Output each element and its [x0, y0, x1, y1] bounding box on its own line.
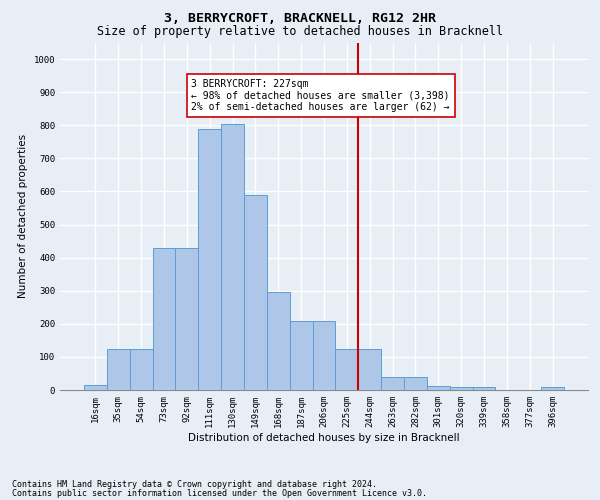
Bar [335, 348, 358, 390]
Bar [107, 348, 130, 390]
Bar [404, 378, 427, 390]
Bar [313, 320, 335, 390]
Y-axis label: Number of detached properties: Number of detached properties [18, 134, 28, 298]
Bar [221, 124, 244, 390]
Text: 3 BERRYCROFT: 227sqm
← 98% of detached houses are smaller (3,398)
2% of semi-det: 3 BERRYCROFT: 227sqm ← 98% of detached h… [191, 79, 450, 112]
Text: Contains public sector information licensed under the Open Government Licence v3: Contains public sector information licen… [12, 490, 427, 498]
Bar [358, 348, 381, 390]
Bar [450, 386, 473, 390]
Bar [244, 194, 267, 390]
Bar [541, 388, 564, 390]
Bar [267, 292, 290, 390]
X-axis label: Distribution of detached houses by size in Bracknell: Distribution of detached houses by size … [188, 432, 460, 442]
Bar [473, 386, 496, 390]
Bar [84, 385, 107, 390]
Bar [427, 386, 450, 390]
Text: Size of property relative to detached houses in Bracknell: Size of property relative to detached ho… [97, 25, 503, 38]
Bar [175, 248, 198, 390]
Text: Contains HM Land Registry data © Crown copyright and database right 2024.: Contains HM Land Registry data © Crown c… [12, 480, 377, 489]
Text: 3, BERRYCROFT, BRACKNELL, RG12 2HR: 3, BERRYCROFT, BRACKNELL, RG12 2HR [164, 12, 436, 26]
Bar [130, 348, 152, 390]
Bar [198, 128, 221, 390]
Bar [290, 320, 313, 390]
Bar [381, 378, 404, 390]
Bar [152, 248, 175, 390]
